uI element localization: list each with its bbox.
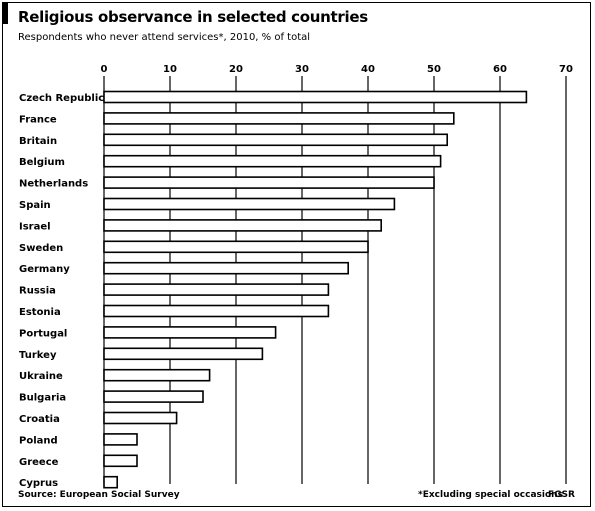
category-label: Czech Republic [19,93,104,104]
bar-britain [103,133,449,147]
bar-ukraine [103,368,211,382]
bar-cyprus [103,475,118,489]
footnote: *Excluding special occasions [418,490,563,500]
category-label: Germany [19,264,70,275]
category-label: Israel [19,221,51,232]
bar-germany [103,261,349,275]
bar-netherlands [103,176,435,189]
tick-labels: 0 10 20 30 40 50 60 70 [101,64,573,75]
category-label: Belgium [19,157,65,168]
category-label: Croatia [19,414,60,425]
category-labels: Czech Republic France Britain Belgium Nether… [19,93,104,489]
bar-greece [103,454,138,468]
category-label: Russia [19,286,56,297]
publisher-tag: FGSR [548,490,575,500]
tick-label: 50 [427,64,441,75]
tick-label: 70 [559,64,573,75]
category-label: Portugal [19,328,67,339]
bar-bulgaria [103,390,204,403]
tick-label: 60 [493,64,507,75]
bar-russia [103,283,330,296]
bar-france [103,112,455,125]
category-label: Cyprus [19,478,58,489]
bar-croatia [103,411,178,425]
bar-portugal [103,326,277,339]
bars [103,90,528,489]
category-label: Sweden [19,243,63,254]
bar-czech-republic [103,90,528,104]
chart-frame [2,2,591,507]
bar-turkey [103,347,264,361]
category-label: Britain [19,136,57,147]
tick-label: 10 [163,64,177,75]
category-label: Netherlands [19,179,88,190]
tick-label: 40 [361,64,375,75]
category-label: Poland [19,435,58,446]
bar-spain [103,197,396,211]
tick-label: 20 [229,64,243,75]
chart-subtitle: Respondents who never attend services*, … [18,32,311,43]
category-label: Ukraine [19,371,63,382]
category-label: Turkey [19,350,57,361]
category-label: Bulgaria [19,393,66,404]
bar-belgium [103,154,442,168]
corner-mark [2,2,8,24]
category-label: France [19,114,57,125]
tick-label: 0 [101,64,108,75]
category-label: Estonia [19,307,61,318]
bar-sweden [103,240,369,254]
category-label: Spain [19,200,51,211]
bar-israel [103,219,383,232]
category-label: Greece [19,457,59,468]
bar-poland [103,433,138,446]
chart-title: Religious observance in selected countri… [18,8,368,26]
tick-label: 30 [295,64,309,75]
bar-estonia [103,304,330,318]
source-note: Source: European Social Survey [18,490,180,500]
